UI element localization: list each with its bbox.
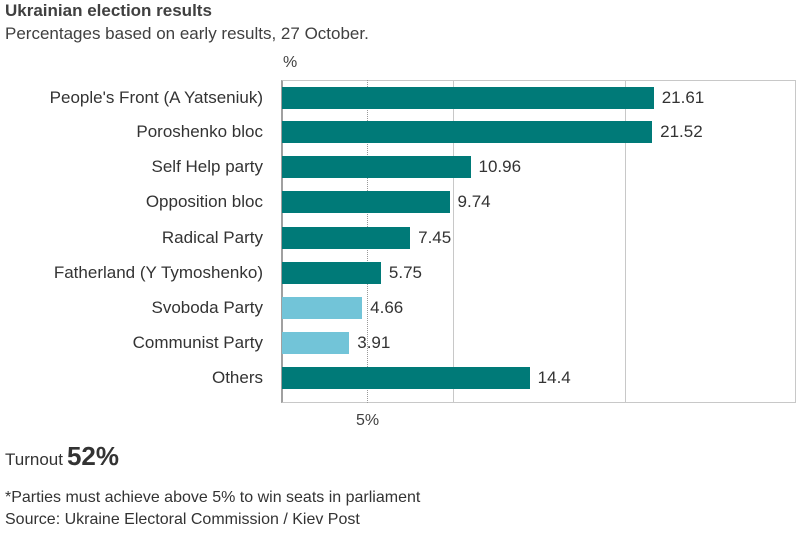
source-note: Source: Ukraine Electoral Commission / K… (5, 511, 360, 528)
value-label: 10.96 (478, 157, 522, 176)
category-label: Radical Party (161, 228, 263, 247)
category-label: People's Front (A Yatseniuk) (49, 88, 263, 107)
bar (282, 227, 411, 249)
category-label: Others (211, 368, 263, 387)
chart-title: Ukrainian election results (5, 1, 212, 20)
chart-subtitle: Percentages based on early results, 27 O… (5, 24, 369, 43)
value-label: 21.52 (660, 122, 703, 141)
category-label: Communist Party (132, 333, 263, 352)
bar (282, 367, 530, 389)
bar (282, 87, 654, 109)
bar (282, 191, 450, 213)
turnout: Turnout 52% (5, 441, 119, 472)
bar (282, 121, 653, 143)
bar (282, 332, 350, 354)
value-label: 4.66 (370, 298, 404, 317)
value-label: 21.61 (661, 88, 705, 107)
bar (282, 156, 471, 178)
value-label: 3.91 (357, 333, 391, 352)
bar (282, 262, 381, 284)
value-label: 5.75 (388, 263, 422, 282)
category-label: Fatherland (Y Tymoshenko) (53, 263, 263, 282)
category-label: Self Help party (151, 157, 264, 176)
category-label: Poroshenko bloc (136, 122, 263, 141)
threshold-note: *Parties must achieve above 5% to win se… (5, 489, 421, 506)
bar (282, 297, 363, 319)
category-label: Svoboda Party (151, 298, 263, 317)
turnout-label: Turnout (5, 450, 63, 469)
threshold-tick-label: 5% (356, 412, 380, 429)
gridline-10 (453, 80, 454, 403)
turnout-value: 52% (66, 441, 120, 471)
value-label: 9.74 (457, 192, 491, 211)
value-label: 7.45 (418, 228, 452, 247)
gridline-20 (625, 80, 626, 403)
category-label: Opposition bloc (145, 192, 263, 211)
axis-unit-label: % (283, 54, 298, 71)
value-label: 14.4 (537, 368, 571, 387)
